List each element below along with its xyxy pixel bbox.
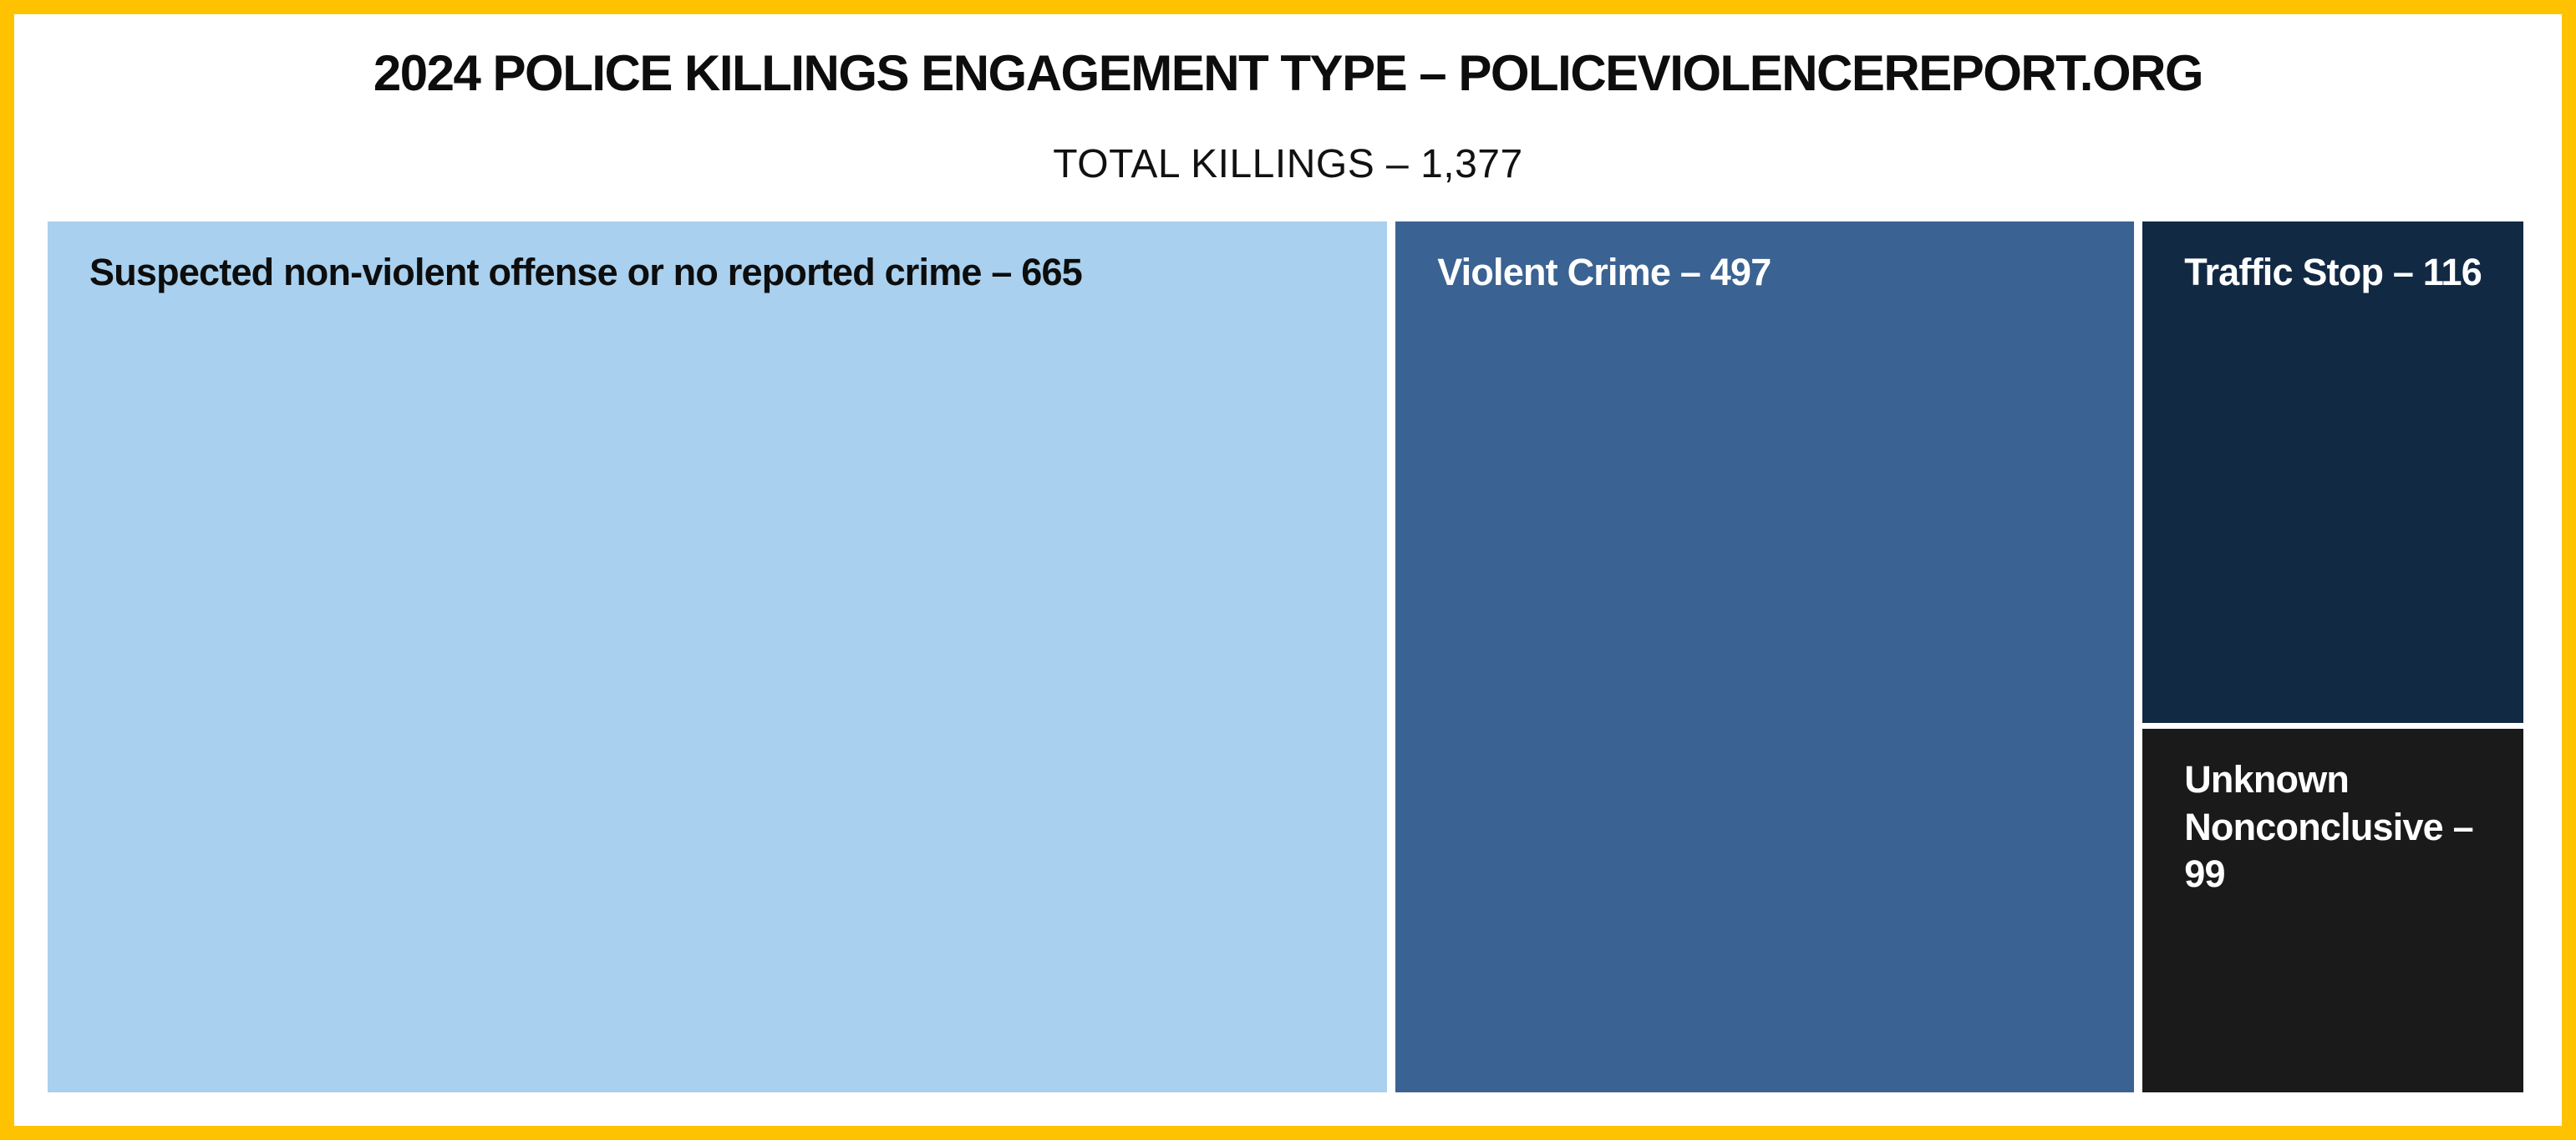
treemap-cell-label: Unknown Nonconclusive – 99	[2184, 758, 2473, 896]
page-title: 2024 POLICE KILLINGS ENGAGEMENT TYPE – P…	[373, 45, 2204, 101]
treemap-cell-violent-crime: Violent Crime – 497	[1395, 221, 2135, 1092]
treemap-cell-unknown-nonconclusive: Unknown Nonconclusive – 99	[2142, 729, 2523, 1092]
treemap-cell-label: Traffic Stop – 116	[2184, 251, 2482, 293]
treemap-cell-label: Suspected non-violent offense or no repo…	[89, 251, 1083, 293]
treemap-chart: Suspected non-violent offense or no repo…	[48, 221, 2523, 1092]
treemap-small-column: Traffic Stop – 116 Unknown Nonconclusive…	[2142, 221, 2523, 1092]
treemap-cell-label: Violent Crime – 497	[1437, 251, 1771, 293]
treemap-cell-traffic-stop: Traffic Stop – 116	[2142, 221, 2523, 723]
treemap-cell-nonviolent-offense: Suspected non-violent offense or no repo…	[48, 221, 1388, 1092]
page-subtitle: TOTAL KILLINGS – 1,377	[1053, 142, 1523, 186]
